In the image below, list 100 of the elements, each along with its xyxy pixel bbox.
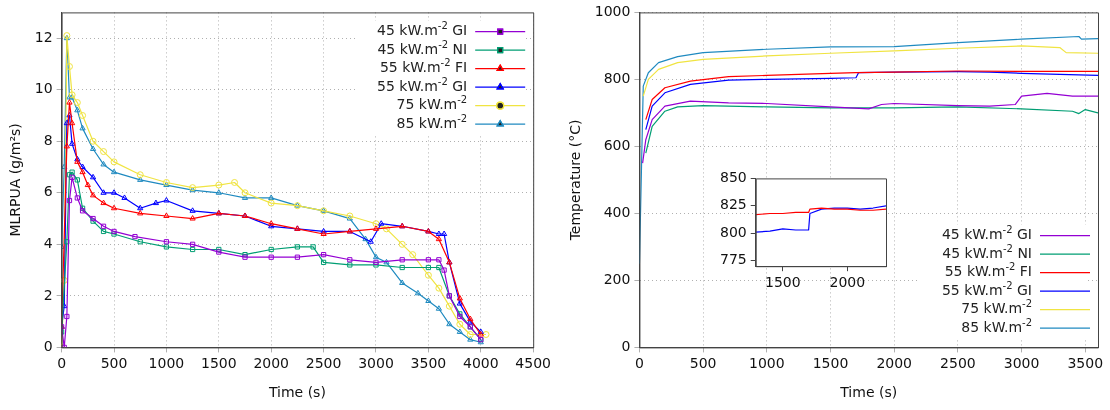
point: [69, 140, 76, 146]
x-tick-label: 3500: [410, 355, 447, 372]
x-tick-label: 3500: [1067, 355, 1104, 372]
point: [137, 176, 144, 182]
y-axis-title: Temperature (°C): [567, 119, 584, 242]
x-tick-label: 1500: [812, 355, 849, 372]
point: [215, 189, 222, 195]
point: [268, 246, 274, 253]
point: [163, 244, 170, 250]
y-tick-label: 775: [719, 251, 747, 268]
point: [121, 194, 128, 200]
point: [66, 197, 73, 204]
x-tick-label: 500: [100, 355, 128, 372]
point: [69, 119, 76, 126]
point: [100, 199, 107, 206]
point: [110, 158, 118, 166]
point: [100, 228, 107, 235]
point: [466, 331, 474, 339]
point: [189, 246, 196, 253]
x-tick-label: 0: [634, 355, 644, 372]
point: [399, 279, 406, 285]
y-tick-label: 825: [719, 196, 747, 213]
point: [446, 320, 453, 327]
point: [189, 215, 196, 221]
y-axis-title: MLRPUA (g/m²s): [7, 123, 24, 237]
point: [456, 300, 463, 306]
x-axis-title: Time (s): [839, 384, 898, 401]
point: [189, 241, 196, 247]
point: [383, 258, 390, 265]
point: [79, 168, 86, 175]
point: [399, 257, 405, 263]
point: [84, 181, 91, 188]
point: [100, 160, 107, 167]
point: [163, 197, 170, 203]
point: [424, 271, 432, 279]
point: [137, 209, 144, 216]
x-tick-label: 1000: [748, 355, 785, 372]
y-tick-label: 800: [603, 70, 631, 87]
point: [398, 240, 406, 248]
x-tick-label: 4000: [462, 355, 499, 372]
point: [372, 253, 380, 260]
x-tick-label: 500: [689, 355, 717, 372]
point: [231, 178, 239, 186]
point: [89, 191, 97, 198]
point: [137, 204, 144, 211]
y-tick-label: 6: [43, 183, 53, 200]
point: [89, 173, 97, 180]
point: [445, 302, 453, 310]
point: [89, 145, 97, 151]
point: [100, 223, 107, 229]
point: [372, 225, 380, 231]
point: [435, 284, 443, 292]
point: [347, 262, 353, 268]
point: [378, 220, 385, 226]
point: [100, 189, 107, 195]
point: [320, 259, 327, 265]
point: [64, 313, 70, 320]
point: [110, 204, 118, 211]
point: [136, 171, 144, 179]
point: [241, 194, 249, 200]
y-tick-label: 600: [603, 137, 631, 154]
point: [74, 106, 81, 113]
point: [320, 252, 327, 258]
x-tick-label: 3000: [358, 355, 394, 372]
point: [74, 195, 80, 201]
y-tick-label: 850: [719, 169, 747, 186]
x-tick-label: 2000: [829, 274, 866, 291]
x-axis-title: Time (s): [267, 384, 326, 401]
point: [100, 148, 108, 156]
y-tick-label: 12: [34, 28, 53, 45]
point: [267, 199, 275, 207]
y-tick-label: 1000: [594, 3, 631, 20]
point: [137, 239, 143, 245]
point: [189, 207, 196, 213]
point: [64, 239, 70, 245]
x-tick-label: 3000: [1003, 355, 1040, 372]
point: [441, 230, 448, 237]
point: [382, 225, 390, 233]
point: [110, 189, 118, 195]
x-tick-label: 1500: [200, 355, 237, 372]
x-tick-label: 2000: [253, 355, 290, 372]
point: [294, 244, 301, 250]
point: [435, 305, 442, 311]
x-tick-label: 2000: [876, 355, 913, 372]
point: [425, 264, 432, 271]
x-tick-label: 1500: [764, 274, 801, 291]
point: [268, 194, 275, 200]
point: [456, 320, 464, 328]
y-tick-label: 8: [43, 131, 53, 148]
point: [132, 233, 138, 240]
point: [163, 239, 170, 245]
point: [268, 254, 274, 260]
point: [435, 230, 442, 237]
point: [89, 137, 97, 145]
point: [152, 199, 160, 206]
y-tick-label: 2: [43, 286, 53, 303]
point: [66, 99, 73, 105]
y-tick-label: 800: [719, 223, 747, 240]
point: [409, 251, 417, 259]
point: [436, 257, 442, 263]
